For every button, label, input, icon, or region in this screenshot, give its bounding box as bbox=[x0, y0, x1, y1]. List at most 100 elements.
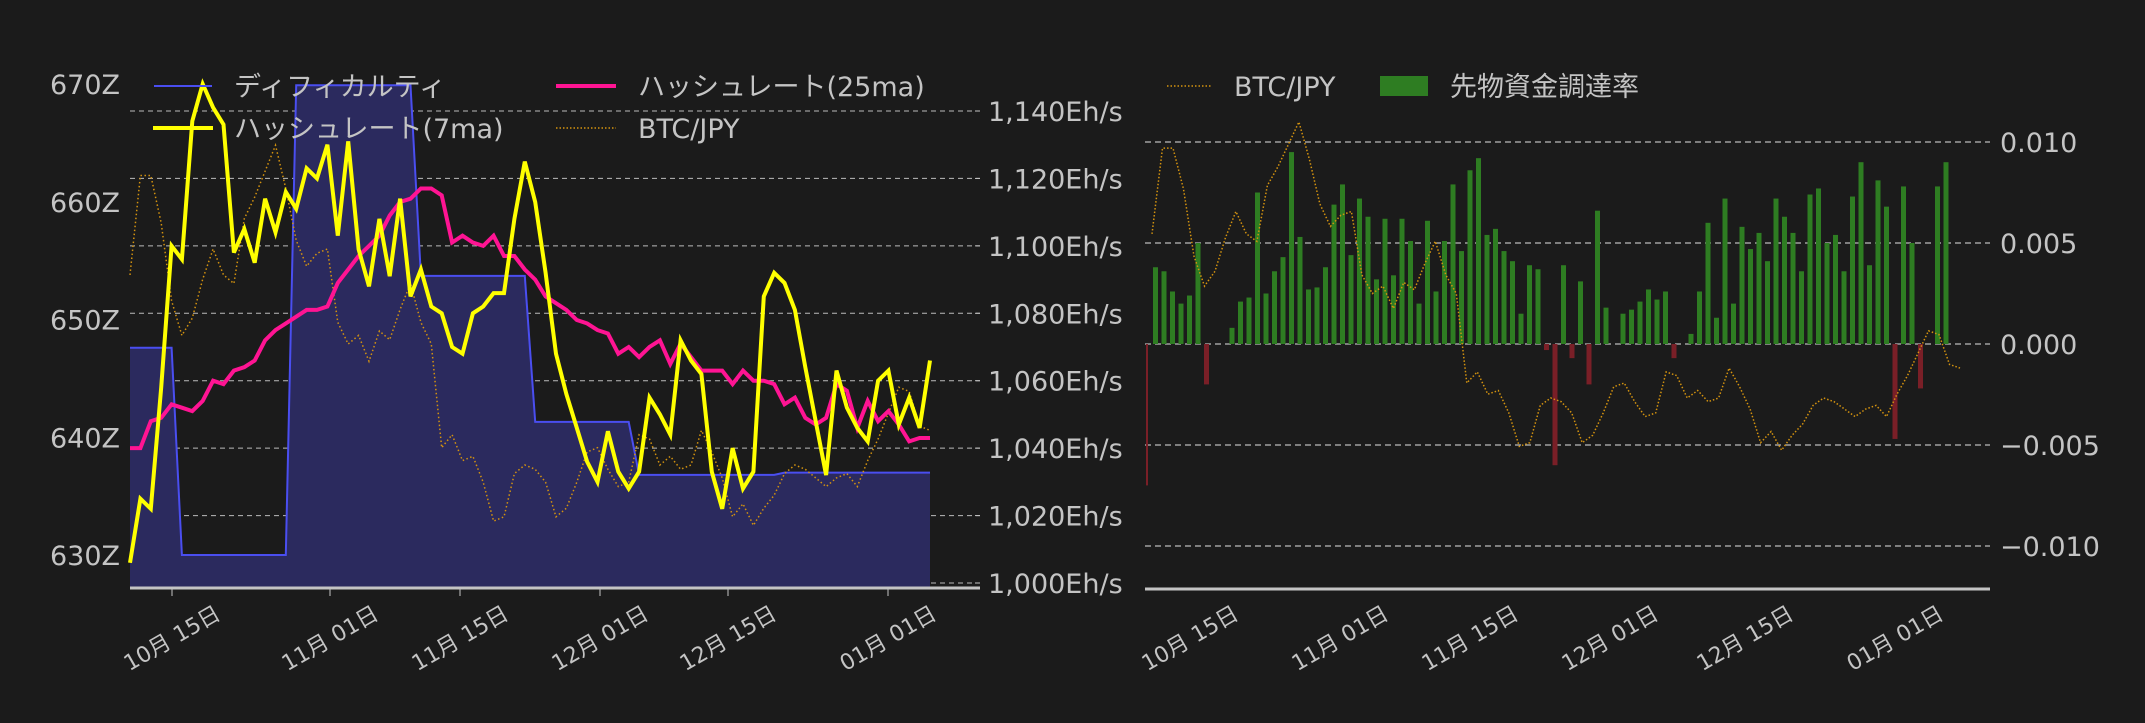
funding-bar-positive bbox=[1348, 255, 1354, 344]
funding-bar-positive bbox=[1510, 261, 1515, 344]
legend-item-btc-jpy-right: BTC/JPY bbox=[1167, 72, 1336, 103]
funding-bar-positive bbox=[1867, 265, 1872, 344]
funding-bar-positive bbox=[1620, 313, 1626, 344]
hashrate-tick-label: 1,080Eh/s bbox=[988, 299, 1123, 330]
funding-bar-positive bbox=[1331, 204, 1337, 344]
funding-bar-positive bbox=[1374, 279, 1379, 344]
funding-bar-positive bbox=[1909, 243, 1915, 344]
difficulty-tick-label: 640Z bbox=[50, 423, 120, 454]
funding-bar-positive bbox=[1297, 236, 1303, 344]
difficulty-tick-label: 670Z bbox=[50, 70, 120, 101]
funding-bar-positive bbox=[1748, 249, 1753, 344]
funding-bar-positive bbox=[1153, 267, 1158, 344]
funding-bar-negative bbox=[1569, 344, 1575, 359]
funding-bar-positive bbox=[1663, 291, 1668, 344]
funding-bar-positive bbox=[1357, 198, 1362, 344]
right-chart-gridlines bbox=[1145, 141, 1990, 547]
funding-bar-positive bbox=[1595, 210, 1600, 344]
funding-bar-positive bbox=[1833, 234, 1838, 344]
funding-bar-positive bbox=[1229, 327, 1235, 344]
funding-rate-tick-label: −0.010 bbox=[2000, 532, 2100, 563]
legend-item-difficulty: ディフィカルティ bbox=[154, 72, 446, 103]
funding-bar-positive bbox=[1161, 271, 1167, 344]
funding-bar-positive bbox=[1824, 243, 1830, 344]
funding-rate-chart: 0.010 0.005 0.000 −0.005 −0.010 10月 15日 11月 0… bbox=[1138, 72, 2100, 677]
hashrate-tick-label: 1,140Eh/s bbox=[988, 97, 1123, 128]
funding-bar-positive bbox=[1637, 301, 1643, 344]
funding-bar-positive bbox=[1884, 206, 1889, 344]
x-tick-label: 12月 15日 bbox=[676, 602, 781, 677]
funding-bar-positive bbox=[1263, 293, 1269, 344]
funding-bar-positive bbox=[1518, 313, 1524, 344]
funding-bar-positive bbox=[1714, 317, 1719, 344]
legend-item-hashrate-7ma: ハッシュレート(7ma) bbox=[153, 114, 504, 145]
funding-bar-positive bbox=[1425, 220, 1430, 344]
funding-bar-positive bbox=[1280, 257, 1286, 344]
funding-rate-bars bbox=[1146, 152, 1949, 486]
funding-bar-positive bbox=[1493, 228, 1498, 344]
legend-item-hashrate-25ma: ハッシュレート(25ma) bbox=[556, 72, 925, 103]
funding-bar-positive bbox=[1807, 194, 1813, 344]
legend-label-btc-jpy-right: BTC/JPY bbox=[1234, 72, 1336, 103]
x-tick-label: 12月 01日 bbox=[548, 602, 653, 677]
hashrate-tick-label: 1,100Eh/s bbox=[988, 232, 1123, 263]
x-tick-label: 11月 15日 bbox=[1418, 602, 1523, 677]
funding-bar-positive bbox=[1340, 184, 1345, 344]
legend-label-difficulty: ディフィカルティ bbox=[234, 72, 446, 103]
funding-bar-negative bbox=[1204, 344, 1209, 385]
funding-bar-positive bbox=[1476, 158, 1481, 344]
funding-rate-tick-label: 0.005 bbox=[2000, 229, 2077, 260]
legend-item-btc-jpy: BTC/JPY bbox=[556, 114, 740, 145]
funding-rate-tick-label: 0.010 bbox=[2000, 128, 2077, 159]
funding-bar-positive bbox=[1187, 295, 1192, 344]
x-tick-label: 11月 01日 bbox=[1288, 602, 1393, 677]
funding-bar-negative bbox=[1552, 344, 1558, 466]
hashrate-y-axis: 1,140Eh/s 1,120Eh/s 1,100Eh/s 1,080Eh/s 1,06… bbox=[975, 97, 1123, 600]
funding-bar-positive bbox=[1246, 297, 1252, 344]
funding-bar-positive bbox=[1408, 240, 1413, 344]
funding-bar-positive bbox=[1255, 192, 1260, 344]
funding-rate-legend-swatch bbox=[1380, 76, 1428, 96]
funding-rate-y-axis: 0.010 0.005 0.000 −0.005 −0.010 bbox=[2000, 128, 2100, 563]
funding-bar-positive bbox=[1484, 234, 1490, 344]
funding-bar-positive bbox=[1170, 291, 1175, 344]
funding-bar-positive bbox=[1365, 216, 1371, 344]
x-tick-label: 12月 15日 bbox=[1693, 602, 1798, 677]
funding-bar-positive bbox=[1935, 186, 1940, 344]
hashrate-25ma-line bbox=[130, 186, 930, 451]
funding-bar-positive bbox=[1561, 265, 1566, 344]
funding-bar-positive bbox=[1238, 301, 1243, 344]
hashrate-tick-label: 1,060Eh/s bbox=[988, 367, 1123, 398]
right-chart-legend: BTC/JPY 先物資金調達率 bbox=[1167, 72, 1639, 103]
hashrate-tick-label: 1,040Eh/s bbox=[988, 434, 1123, 465]
funding-bar-positive bbox=[1773, 198, 1779, 344]
left-chart-x-axis-labels: 10月 15日 11月 01日 11月 15日 12月 01日 12月 15日 01月 0… bbox=[120, 589, 941, 677]
funding-bar-negative bbox=[1146, 344, 1148, 486]
funding-bar-positive bbox=[1433, 291, 1439, 344]
hashrate-tick-label: 1,000Eh/s bbox=[988, 569, 1123, 600]
difficulty-tick-label: 630Z bbox=[50, 541, 120, 572]
x-tick-label: 11月 15日 bbox=[408, 602, 513, 677]
funding-bar-positive bbox=[1646, 289, 1651, 344]
funding-bar-positive bbox=[1841, 271, 1847, 344]
legend-label-hashrate-7ma: ハッシュレート(7ma) bbox=[234, 114, 504, 145]
funding-bar-positive bbox=[1450, 184, 1456, 344]
left-chart-legend: ディフィカルティ ハッシュレート(7ma) ハッシュレート(25ma) BTC/… bbox=[153, 72, 925, 145]
funding-bar-positive bbox=[1654, 299, 1660, 344]
legend-label-btc-jpy: BTC/JPY bbox=[638, 114, 740, 145]
funding-bar-positive bbox=[1391, 275, 1396, 344]
funding-bar-positive bbox=[1178, 303, 1184, 344]
x-tick-label: 01月 01日 bbox=[836, 602, 941, 677]
funding-bar-positive bbox=[1705, 222, 1711, 344]
funding-bar-positive bbox=[1782, 216, 1787, 344]
funding-bar-positive bbox=[1629, 309, 1634, 344]
funding-bar-positive bbox=[1765, 261, 1770, 344]
legend-label-funding-rate: 先物資金調達率 bbox=[1450, 72, 1639, 103]
funding-bar-positive bbox=[1527, 265, 1532, 344]
funding-bar-positive bbox=[1739, 226, 1745, 344]
funding-bar-positive bbox=[1943, 162, 1949, 344]
funding-bar-positive bbox=[1399, 218, 1405, 344]
funding-bar-positive bbox=[1195, 243, 1201, 344]
funding-bar-positive bbox=[1578, 281, 1583, 344]
